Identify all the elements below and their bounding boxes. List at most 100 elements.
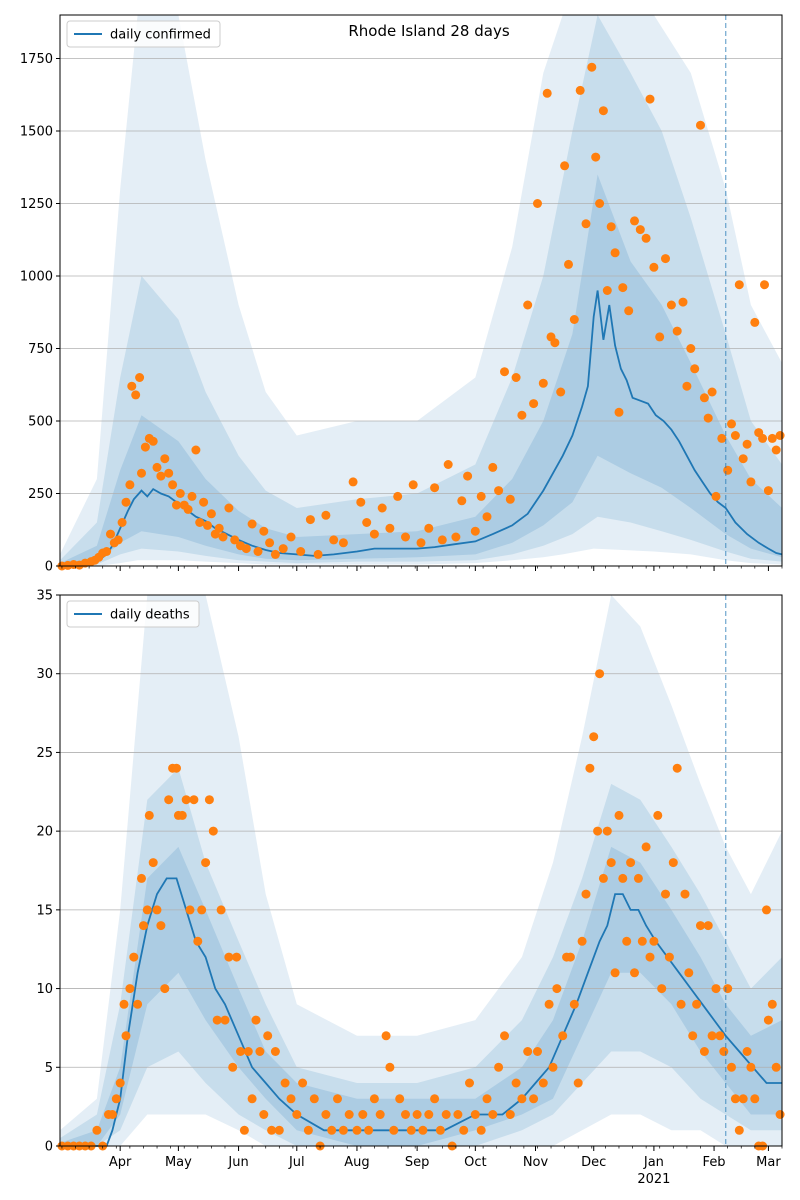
data-point [624, 306, 634, 316]
data-point [286, 1094, 296, 1104]
band-outer [60, 15, 782, 566]
data-point [738, 454, 748, 464]
data-point [637, 936, 647, 946]
y-tick-label: 1750 [20, 52, 53, 67]
data-point [645, 952, 655, 962]
data-point [505, 1110, 515, 1119]
data-point [338, 538, 348, 548]
data-point [730, 1094, 740, 1104]
data-point [344, 1110, 354, 1119]
data-point [125, 480, 135, 490]
data-point [488, 1110, 498, 1119]
data-point [305, 515, 315, 525]
confirmed-line-layer [59, 290, 783, 567]
x-tick-label: Apr [109, 1155, 132, 1170]
legend-label-daily-confirmed: daily confirmed [110, 28, 211, 43]
data-point [232, 952, 242, 962]
data-point [131, 390, 141, 400]
data-point [199, 497, 209, 507]
data-point [220, 1015, 230, 1025]
data-point [183, 504, 193, 514]
data-point [189, 795, 199, 805]
data-point [201, 858, 211, 868]
y-tick-label: 15 [36, 903, 53, 918]
data-point [771, 1062, 781, 1072]
data-point [494, 486, 504, 496]
data-point [538, 1078, 548, 1088]
data-point [369, 1094, 379, 1104]
plot-frame [59, 14, 783, 567]
data-point [156, 471, 166, 481]
data-point [565, 952, 575, 962]
data-point [451, 532, 461, 542]
data-point [121, 1031, 131, 1041]
band-outer [60, 595, 782, 1146]
data-point [133, 999, 143, 1009]
y-tick-label: 250 [28, 487, 53, 502]
data-point [175, 489, 185, 498]
data-point [542, 88, 552, 98]
data-point [606, 222, 616, 232]
y-axis-ticks: 0 250 500 750 1000 1250 1500 1750 [20, 52, 60, 575]
data-point [259, 526, 269, 536]
data-point [602, 286, 612, 295]
data-point [338, 1125, 348, 1135]
data-point [699, 1047, 709, 1056]
data-point [666, 300, 676, 310]
data-point [270, 1047, 280, 1056]
data-point [321, 510, 331, 520]
data-point [172, 763, 181, 773]
data-point [690, 364, 700, 374]
x-axis-ticks: Apr May Jun Jul Aug Sep Oct Nov Dec Jan 2021 Feb Mar [61, 1146, 783, 1187]
data-point [164, 795, 174, 805]
confirmed-points [57, 62, 785, 571]
data-point [259, 1110, 269, 1119]
legend: daily deaths [66, 600, 200, 628]
data-point [327, 1125, 337, 1135]
data-point [218, 532, 228, 542]
data-point [216, 905, 226, 915]
data-point [511, 1078, 521, 1088]
x-tick-label: Jul [288, 1155, 305, 1170]
data-point [585, 763, 595, 773]
x-tick-label: Sep [405, 1155, 430, 1170]
y-axis-ticks: 0 5 10 15 20 25 30 35 [36, 589, 60, 1155]
data-point [517, 410, 527, 420]
data-point [595, 669, 605, 679]
data-point [168, 480, 178, 490]
data-point [653, 810, 663, 820]
data-point [771, 445, 781, 455]
data-point [630, 968, 639, 978]
data-point [649, 936, 659, 946]
data-point [389, 1125, 399, 1135]
data-point [538, 378, 548, 388]
x-tick-label: Jun [227, 1155, 248, 1170]
data-point [723, 984, 733, 994]
data-point [684, 968, 694, 978]
data-point [255, 1047, 265, 1056]
data-point [742, 1047, 752, 1056]
data-point [738, 1094, 748, 1104]
data-point [610, 968, 620, 978]
data-point [767, 433, 777, 443]
data-point [241, 544, 251, 554]
data-point [278, 544, 288, 554]
data-point [263, 1031, 273, 1041]
deaths-chart: 0 5 10 15 20 25 30 35 Apr May Jun Jul Aug Sep Oct Nov D… [36, 589, 785, 1187]
data-point [470, 526, 480, 536]
data-point [247, 1094, 257, 1104]
x-tick-sublabel: 2021 [637, 1172, 670, 1187]
data-point [137, 468, 146, 478]
data-point [622, 936, 632, 946]
y-tick-label: 1000 [20, 270, 53, 285]
data-point [230, 535, 240, 545]
data-point [385, 523, 395, 533]
band-inner [60, 174, 782, 566]
data-point [558, 1031, 568, 1041]
data-point [715, 1031, 725, 1041]
data-point [208, 826, 218, 836]
data-point [106, 529, 115, 539]
data-point [430, 483, 440, 493]
data-point [212, 1015, 222, 1025]
data-point [187, 491, 197, 501]
